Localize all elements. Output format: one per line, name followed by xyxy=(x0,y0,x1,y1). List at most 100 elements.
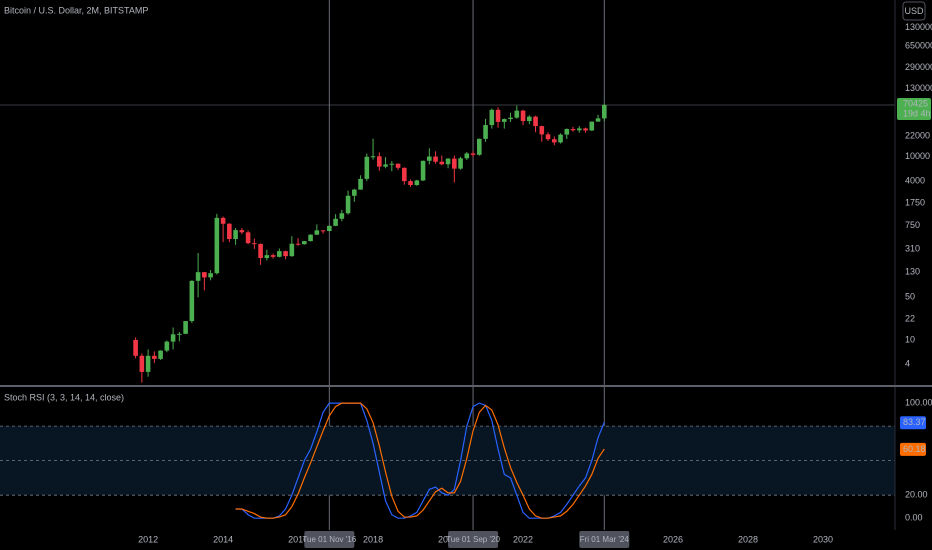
candle-body xyxy=(527,116,532,122)
candle-body xyxy=(214,217,220,274)
candle-body xyxy=(495,109,501,122)
y-tick-label: 10 xyxy=(905,334,915,344)
crosshair-date-box xyxy=(448,531,499,548)
candle-body xyxy=(270,255,276,257)
y-tick-label: 20.00 xyxy=(905,490,928,500)
y-tick-label: 22000 xyxy=(905,130,930,140)
y-tick-label: 1300000 xyxy=(905,22,932,32)
candle-body xyxy=(158,350,163,359)
candle-body xyxy=(252,243,257,245)
candle-body xyxy=(458,158,463,169)
y-tick-label: 290000 xyxy=(905,62,932,72)
candle-body xyxy=(402,167,407,182)
x-tick-label: 2030 xyxy=(813,534,833,544)
candle-body xyxy=(333,218,338,226)
y-tick-label: 50 xyxy=(905,292,915,302)
candle-body xyxy=(202,272,207,278)
candle-body xyxy=(189,280,195,322)
candle-body xyxy=(170,334,176,342)
candle-body xyxy=(570,129,576,131)
crosshair-date-label: Fri 01 Mar '24 xyxy=(580,535,630,544)
candle-body xyxy=(177,333,182,335)
candle-body xyxy=(420,160,426,181)
currency-label[interactable]: USD xyxy=(904,6,924,16)
candle-body xyxy=(414,180,420,186)
y-tick-label: 750 xyxy=(905,220,920,230)
last-value-label: 83.37 xyxy=(903,417,926,427)
currency-button[interactable] xyxy=(902,1,926,21)
candle-body xyxy=(302,241,307,245)
candle-body xyxy=(583,128,588,131)
candle-body xyxy=(283,251,288,257)
candle-body xyxy=(489,109,495,126)
last-value-tag xyxy=(900,416,926,430)
candle-body xyxy=(164,341,170,351)
candle-body xyxy=(289,243,295,257)
candle-body xyxy=(383,164,388,167)
candle-body xyxy=(564,129,570,135)
candle-body xyxy=(452,158,457,169)
candle-body xyxy=(345,195,351,214)
candle-body xyxy=(295,243,301,245)
candle-body xyxy=(520,110,526,122)
crosshair-date-label: Tue 01 Sep '20 xyxy=(446,535,500,544)
candle-body xyxy=(439,161,445,165)
candle-body xyxy=(514,110,520,118)
last-price-tag xyxy=(897,98,931,121)
marks xyxy=(133,103,607,519)
candle-body xyxy=(358,178,363,190)
candle-body xyxy=(589,121,595,131)
candle-body xyxy=(389,163,395,165)
chart-title: Bitcoin / U.S. Dollar, 2M, BITSTAMP xyxy=(4,5,148,15)
x-tick-label: 2016 xyxy=(288,534,308,544)
candle-body xyxy=(364,156,370,179)
candle-body xyxy=(508,117,513,120)
candle-body xyxy=(227,223,232,240)
x-tick-label: 2026 xyxy=(663,534,683,544)
candle-body xyxy=(545,134,551,140)
candle-body xyxy=(264,255,270,259)
axis-background xyxy=(895,0,932,550)
stoch-line xyxy=(235,402,605,519)
countdown-label: 19d 4h xyxy=(903,108,931,118)
candle-body xyxy=(464,153,470,159)
y-tick-label: 22 xyxy=(905,313,915,323)
candle-body xyxy=(395,163,401,168)
candle-body xyxy=(245,232,251,244)
candle-body xyxy=(320,230,326,232)
price-axis: 4 10 22 50 130 310 750 1750 4000 10000 22000 130000… xyxy=(138,0,932,550)
y-tick-label: 10000 xyxy=(905,151,930,161)
x-tick-label: 2022 xyxy=(513,534,533,544)
candle-body xyxy=(558,134,563,143)
candle-body xyxy=(258,243,263,259)
candle-body xyxy=(595,118,601,122)
last-value-label: 60.18 xyxy=(903,444,926,454)
candle-body xyxy=(233,230,238,240)
candle-body xyxy=(208,273,213,278)
candle-body xyxy=(133,339,138,356)
x-tick-label: 2028 xyxy=(738,534,758,544)
candle-body xyxy=(445,158,451,165)
panes xyxy=(0,0,895,530)
y-tick-label: 130000 xyxy=(905,83,932,93)
candle-body xyxy=(239,230,245,233)
last-value-tag xyxy=(900,442,926,456)
candle-body xyxy=(139,355,145,372)
candle-body xyxy=(220,217,226,224)
x-tick-label: 2014 xyxy=(213,534,233,544)
candle-body xyxy=(145,355,151,372)
y-tick-label: 0.00 xyxy=(905,513,923,523)
candle-body xyxy=(308,234,313,242)
y-tick-label: 130 xyxy=(905,266,920,276)
y-tick-label: 650000 xyxy=(905,40,932,50)
candle-body xyxy=(477,138,482,155)
candle-body xyxy=(314,230,320,235)
crosshair-date-box xyxy=(304,531,355,548)
candle-body xyxy=(195,272,201,281)
crosshair-date-label: Tue 01 Nov '16 xyxy=(302,535,356,544)
y-tick-label: 310 xyxy=(905,243,920,253)
candle-body xyxy=(408,181,413,186)
candle-body xyxy=(327,225,332,232)
